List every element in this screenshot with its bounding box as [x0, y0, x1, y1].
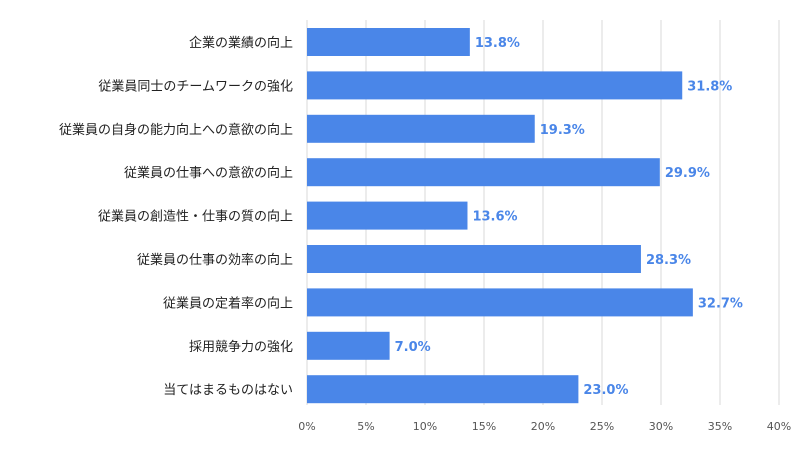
- bar: [307, 331, 390, 360]
- category-label: 採用競争力の強化: [189, 340, 293, 355]
- bar: [307, 245, 641, 273]
- category-label: 企業の業績の向上: [189, 35, 293, 51]
- category-labels: 企業の業績の向上従業員同士のチームワークの強化従業員の自身の能力向上への意欲の向…: [59, 35, 293, 398]
- category-label: 従業員の創造性・仕事の質の向上: [98, 209, 293, 225]
- data-label: 29.9%: [665, 166, 710, 181]
- x-tick-label: 35%: [708, 420, 732, 433]
- bar: [307, 28, 470, 56]
- category-label: 従業員の自身の能力向上への意欲の向上: [59, 122, 293, 138]
- data-label: 28.3%: [646, 253, 691, 268]
- x-tick-label: 10%: [413, 420, 437, 433]
- bar: [307, 375, 579, 404]
- bar: [307, 114, 535, 143]
- bar: [307, 201, 468, 230]
- x-tick-label: 20%: [531, 420, 555, 433]
- x-tick-label: 5%: [357, 420, 374, 433]
- x-tick-label: 15%: [472, 420, 496, 433]
- x-axis-tick-labels: 0% 5% 10% 15% 20% 25% 30% 35% 40%: [298, 420, 791, 433]
- value-labels: 13.8% 31.8% 19.3% 29.9% 13.6% 28.3% 32.7% 7.0% 2…: [395, 36, 743, 398]
- bar: [307, 71, 683, 100]
- data-label: 13.6%: [472, 210, 517, 225]
- bars: [307, 28, 693, 404]
- x-tick-label: 0%: [298, 420, 315, 433]
- category-label: 従業員の定着率の向上: [163, 295, 293, 311]
- bar: [307, 158, 660, 187]
- data-label: 31.8%: [687, 79, 732, 94]
- category-label: 従業員同士のチームワークの強化: [98, 78, 293, 94]
- category-label: 従業員の仕事の効率の向上: [137, 252, 293, 268]
- data-label: 7.0%: [395, 340, 431, 355]
- data-label: 23.0%: [583, 383, 628, 398]
- x-tick-label: 30%: [649, 420, 673, 433]
- category-label: 従業員の仕事への意欲の向上: [124, 165, 293, 181]
- data-label: 19.3%: [540, 123, 585, 138]
- category-label: 当てはまるものはない: [163, 383, 293, 398]
- data-label: 13.8%: [475, 36, 520, 51]
- x-tick-label: 25%: [590, 420, 614, 433]
- data-label: 32.7%: [698, 296, 743, 311]
- bar: [307, 288, 693, 317]
- x-tick-label: 40%: [767, 420, 791, 433]
